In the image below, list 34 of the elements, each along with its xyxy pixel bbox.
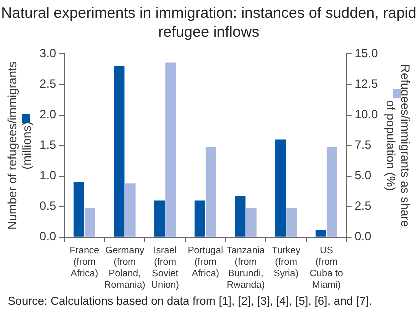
bar [206, 147, 216, 237]
y2-tick-label: 7.5 [354, 138, 372, 152]
y2-axis-title: Refugees/immigrants as share of population (%) [384, 64, 412, 228]
y-tick-label: 2.5 [40, 77, 57, 92]
bar [166, 62, 176, 237]
y2-tick-label: 5.0 [354, 168, 372, 183]
bar [276, 140, 286, 237]
x-tick-label: Turkey (from Syria) [272, 246, 301, 280]
y-tick-label: 2.0 [40, 108, 57, 122]
bar [154, 200, 166, 237]
bar [316, 230, 326, 237]
x-tick-label: Germany (from Poland, Romania) [104, 246, 146, 291]
x-tick-label: Israel (from Soviet Union) [151, 246, 180, 291]
y2-tick-label: 10.0 [354, 108, 379, 122]
bar [286, 208, 298, 237]
x-tick-label: US (from Cuba to Miami) [310, 246, 344, 291]
bar [326, 147, 338, 237]
y-tick-label: 1.5 [40, 138, 57, 152]
bar [114, 66, 125, 237]
source-note: Source: Calculations based on data from [1], [2], [3], [4], [5], [6], and [7]. [8, 296, 372, 308]
y-tick-label: 0.5 [40, 199, 57, 214]
y-axis-title: Number of refugees/immigrants (millions) [6, 62, 34, 230]
x-tick-label: Portugal (from Africa) [188, 246, 224, 280]
y2-tick-label: 12.5 [354, 77, 379, 92]
y2-tick-label: 2.5 [354, 199, 372, 214]
bar [125, 184, 136, 237]
y-tick-label: 0.0 [40, 230, 57, 244]
x-tick-label: France (from Africa) [70, 246, 100, 280]
x-tick-label: Tanzania (from Burundi, Rwanda) [226, 246, 266, 291]
y-tick-label: 1.0 [40, 168, 57, 183]
chart-title: Natural experiments in immigration: instances of sudden, rapid refugee inflows [0, 4, 418, 42]
y2-tick-label: 0.0 [354, 230, 372, 244]
y-tick-label: 3.0 [40, 46, 57, 61]
y2-tick-label: 15.0 [354, 46, 379, 61]
